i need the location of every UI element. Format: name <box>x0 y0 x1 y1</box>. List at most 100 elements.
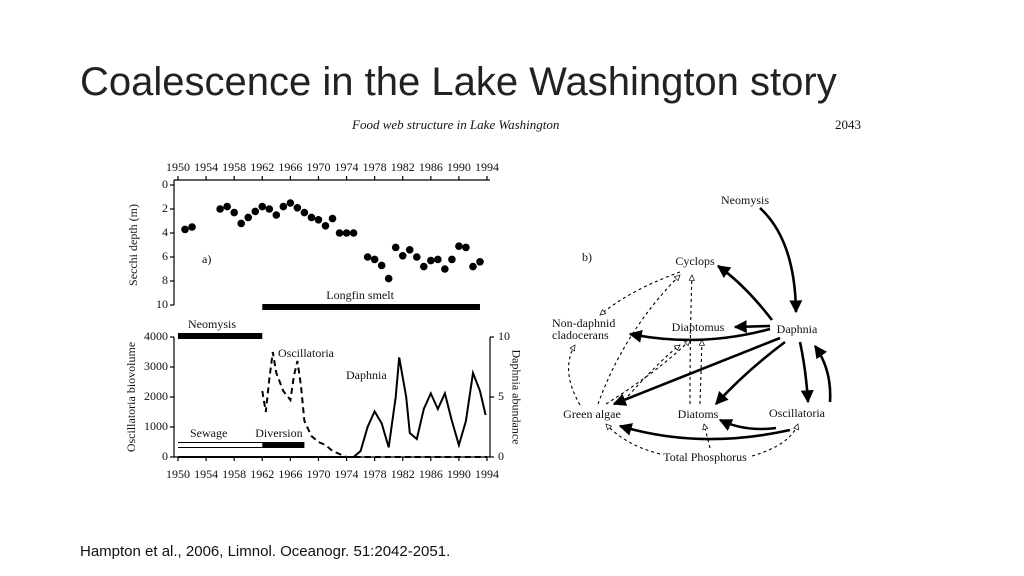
node-label: Diatoms <box>678 407 719 421</box>
y-tick-label: 4000 <box>144 329 168 343</box>
x-tick-label: 1990 <box>447 160 471 174</box>
point <box>286 199 295 207</box>
x-tick-label: 1994 <box>475 467 499 481</box>
panel-label: a) <box>202 252 211 266</box>
arrow <box>715 340 786 405</box>
point <box>300 208 309 217</box>
food-web: b) Neomysis Cyclops Non-daphnid cladocer… <box>552 193 832 464</box>
arrow <box>618 423 791 441</box>
point <box>272 211 281 219</box>
x-tick-label: 1978 <box>363 467 387 481</box>
x-tick-label: 1966 <box>278 160 302 174</box>
x-tick-label: 1966 <box>278 467 302 481</box>
span-label: Neomysis <box>188 317 236 331</box>
span <box>262 442 305 448</box>
point <box>314 216 323 224</box>
y2-tick-label: 5 <box>498 389 504 403</box>
point <box>377 261 386 270</box>
y-tick-label: 8 <box>162 273 168 287</box>
point <box>384 274 393 283</box>
arrow <box>716 264 774 321</box>
point <box>335 229 344 237</box>
arrow <box>612 336 781 406</box>
citation: Hampton et al., 2006, Limnol. Oceanogr. … <box>80 543 451 560</box>
x-tick-label: 1990 <box>447 467 471 481</box>
y2-tick-label: 10 <box>498 329 510 343</box>
node-label: Daphnia <box>777 322 818 336</box>
y-tick-label: 6 <box>162 249 168 263</box>
arrow <box>690 275 692 405</box>
point <box>476 258 484 266</box>
series-line <box>261 351 487 458</box>
x-tick-label: 1986 <box>419 467 443 481</box>
node-label: Cyclops <box>675 254 715 268</box>
y-tick-label: 1000 <box>144 419 168 433</box>
x-tick-label: 1970 <box>306 160 330 174</box>
point <box>230 208 238 217</box>
x-tick-label: 1974 <box>335 160 359 174</box>
y-tick-label: 2000 <box>144 389 168 403</box>
point <box>293 204 302 212</box>
x-tick-label: 1978 <box>363 160 387 174</box>
point <box>391 243 400 252</box>
x-tick-label: 1958 <box>222 467 246 481</box>
x-tick-label: 1954 <box>194 160 218 174</box>
span <box>178 333 263 339</box>
point <box>265 205 274 213</box>
point <box>363 253 372 261</box>
arrow <box>813 344 832 403</box>
arrow <box>751 424 798 457</box>
x-tick-label: 1962 <box>250 160 274 174</box>
x-tick-label: 1958 <box>222 160 246 174</box>
point <box>223 202 231 211</box>
y-axis-label: Secchi depth (m) <box>126 204 140 286</box>
point <box>244 213 253 222</box>
point <box>469 262 477 271</box>
series-label: Oscillatoria <box>278 346 335 360</box>
page-number: 2043 <box>835 117 861 132</box>
slide-title: Coalescence in the Lake Washington story <box>80 60 837 104</box>
arrow <box>700 340 702 405</box>
point <box>448 255 456 264</box>
panel-label: b) <box>582 250 592 264</box>
arrow <box>600 271 681 315</box>
point <box>307 213 316 222</box>
span-label: Longfin smelt <box>326 288 394 302</box>
point <box>237 219 246 228</box>
point <box>342 229 351 237</box>
arrow <box>759 207 803 314</box>
point <box>349 229 358 237</box>
point <box>455 242 463 250</box>
node-label: Total Phosphorus <box>663 450 747 464</box>
point <box>321 222 330 230</box>
figure-caption: Food web structure in Lake Washington <box>351 117 559 132</box>
span <box>262 304 480 310</box>
x-tick-label: 1994 <box>475 160 499 174</box>
y-tick-label: 2 <box>162 201 168 215</box>
point <box>328 214 337 223</box>
point <box>427 256 435 265</box>
y-tick-label: 0 <box>162 449 168 463</box>
x-tick-label: 1962 <box>250 467 274 481</box>
point <box>405 246 414 254</box>
arrow <box>619 345 680 406</box>
x-tick-label: 1986 <box>419 160 443 174</box>
point <box>419 262 428 271</box>
node-label: Non-daphnid <box>552 316 615 330</box>
point <box>398 252 407 260</box>
y-axis-label: Oscillatoria biovolume <box>124 342 138 452</box>
y-tick-label: 10 <box>156 297 168 311</box>
x-tick-label: 1950 <box>166 160 190 174</box>
point <box>258 202 267 211</box>
x-tick-label: 1982 <box>391 160 415 174</box>
span-label: Sewage <box>190 426 227 440</box>
point <box>462 243 470 252</box>
y2-axis-label: Daphnia abundance <box>509 350 523 445</box>
arrow <box>568 345 581 406</box>
node-label: Green algae <box>563 407 621 421</box>
x-tick-label: 1950 <box>166 467 190 481</box>
y-tick-label: 4 <box>162 225 168 239</box>
node-label: Oscillatoria <box>769 406 826 420</box>
